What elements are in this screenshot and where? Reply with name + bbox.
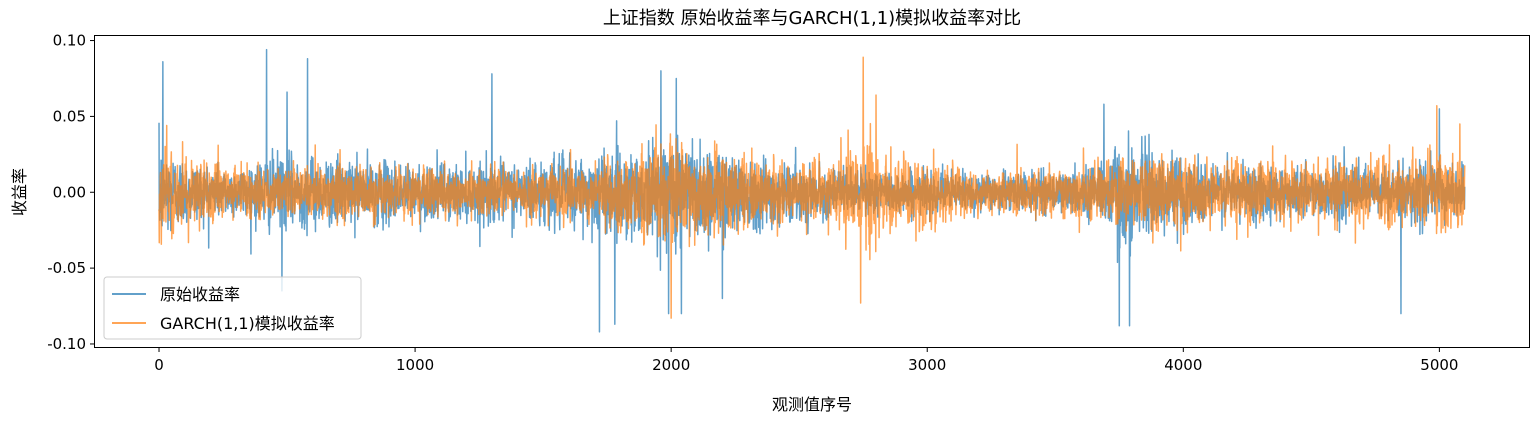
x-tick-label: 2000 — [652, 356, 690, 374]
legend-label-1: 原始收益率 — [160, 285, 240, 304]
y-tick-label: 0.00 — [53, 183, 86, 201]
y-tick-label: 0.10 — [53, 32, 86, 50]
x-axis: 0 1000 2000 3000 4000 5000 — [154, 347, 1458, 374]
y-axis: -0.10 -0.05 0.00 0.05 0.10 — [47, 32, 95, 353]
x-tick-label: 1000 — [396, 356, 434, 374]
y-tick-label: 0.05 — [53, 107, 86, 125]
y-axis-label: 收益率 — [10, 168, 29, 216]
plot-frame — [94, 35, 1530, 348]
series-line-2 — [158, 56, 1466, 319]
x-tick-label: 5000 — [1420, 356, 1458, 374]
y-tick-label: -0.05 — [47, 259, 86, 277]
x-tick-label: 3000 — [908, 356, 946, 374]
chart-title: 上证指数 原始收益率与GARCH(1,1)模拟收益率对比 — [603, 8, 1021, 29]
legend-box — [103, 276, 362, 340]
x-tick-label: 0 — [154, 356, 164, 374]
legend-label-2: GARCH(1,1)模拟收益率 — [160, 314, 335, 333]
x-tick-label: 4000 — [1164, 356, 1202, 374]
x-axis-label: 观测值序号 — [772, 395, 852, 414]
legend: 原始收益率 GARCH(1,1)模拟收益率 — [103, 276, 362, 340]
y-tick-label: -0.10 — [47, 335, 86, 353]
